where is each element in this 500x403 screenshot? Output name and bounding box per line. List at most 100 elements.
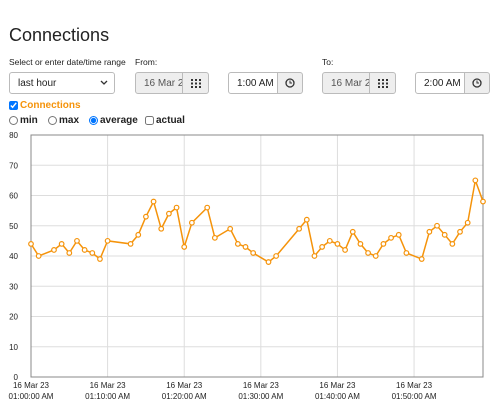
data-point — [403, 250, 410, 256]
from-time: 1:00 AM — [237, 77, 274, 89]
data-point — [234, 240, 241, 247]
to-time-input[interactable]: 2:00 AM — [415, 72, 465, 94]
data-point — [81, 247, 88, 253]
data-point — [480, 198, 486, 205]
plot-border — [30, 134, 484, 378]
x-tick-label: 16 Mar 23 — [90, 381, 127, 390]
x-tick-label: 16 Mar 23 — [396, 381, 433, 390]
y-tick-label: 10 — [9, 343, 18, 352]
radio[interactable] — [9, 116, 18, 125]
data-point — [28, 240, 34, 247]
from-date-input[interactable]: 16 Mar 23 — [135, 72, 183, 94]
x-tick-label: 01:00:00 AM — [9, 392, 54, 401]
y-tick-label: 80 — [9, 131, 18, 140]
x-tick-label: 01:20:00 AM — [162, 392, 207, 401]
range-value: last hour — [18, 77, 57, 89]
data-point — [51, 247, 57, 253]
data-point — [143, 213, 149, 220]
calendar-icon — [190, 78, 201, 88]
data-point — [273, 253, 280, 259]
data-point — [395, 231, 402, 238]
data-point — [188, 219, 195, 226]
data-point — [165, 210, 172, 217]
x-tick-label: 01:40:00 AM — [315, 392, 360, 401]
data-point — [35, 253, 42, 259]
data-line — [30, 177, 484, 263]
data-point — [74, 237, 80, 244]
radio[interactable] — [89, 116, 98, 125]
data-point — [173, 204, 180, 211]
data-point — [449, 240, 456, 247]
data-point — [326, 237, 333, 244]
y-tick-label: 70 — [9, 161, 18, 170]
x-tick-label: 16 Mar 23 — [166, 381, 203, 390]
data-point — [158, 225, 165, 232]
data-point — [349, 228, 356, 235]
x-tick-label: 01:50:00 AM — [392, 392, 437, 401]
calendar-button[interactable] — [182, 72, 209, 94]
data-point — [242, 244, 249, 250]
checkbox[interactable] — [145, 116, 154, 125]
data-point — [250, 250, 257, 256]
range-label: Select or enter date/time range — [9, 57, 126, 67]
data-point — [464, 219, 471, 226]
x-tick-label: 01:10:00 AM — [85, 392, 130, 401]
data-point — [441, 231, 448, 238]
series-name: Connections — [20, 100, 81, 111]
data-point — [342, 247, 349, 253]
data-point — [227, 225, 234, 232]
option-label: max — [59, 115, 80, 126]
data-point — [104, 237, 111, 244]
data-point — [472, 177, 479, 184]
y-tick-label: 60 — [9, 192, 18, 201]
y-tick-label: 20 — [9, 313, 18, 322]
y-tick-label: 40 — [9, 252, 18, 261]
data-point — [319, 244, 326, 250]
chart: 0 10 20 30 40 50 60 70 80 16 Mar 23 01:00:00 AM 16 … — [9, 131, 486, 401]
data-point — [457, 228, 463, 235]
data-point — [418, 256, 425, 262]
calendar-icon — [377, 78, 388, 88]
data-point — [127, 240, 134, 247]
data-point — [388, 234, 394, 241]
data-point — [66, 250, 73, 256]
data-point — [204, 204, 211, 211]
series-checkbox[interactable] — [9, 101, 18, 110]
option[interactable]: min — [9, 115, 38, 126]
y-tick-label: 50 — [9, 222, 18, 231]
clock-icon — [285, 78, 295, 88]
series-toggle[interactable]: Connections — [9, 100, 81, 111]
page-title: Connections — [9, 25, 110, 45]
data-point — [211, 234, 218, 241]
data-point — [426, 228, 433, 235]
data-point — [334, 240, 341, 247]
option[interactable]: average — [89, 115, 138, 126]
y-tick-label: 30 — [9, 282, 18, 291]
data-point — [150, 198, 157, 205]
dropdown-arrow — [100, 80, 108, 85]
data-point — [380, 240, 387, 247]
data-point — [372, 253, 379, 259]
clock-button[interactable] — [464, 72, 490, 94]
from-date: 16 Mar 23 — [144, 77, 183, 89]
from-time-input[interactable]: 1:00 AM — [228, 72, 278, 94]
range-select[interactable]: last hour — [9, 72, 115, 94]
radio[interactable] — [48, 116, 57, 125]
data-point — [434, 222, 440, 229]
option[interactable]: max — [48, 115, 79, 126]
data-point — [265, 259, 272, 265]
data-point — [89, 250, 96, 256]
from-label: From: — [135, 57, 158, 67]
data-point — [135, 231, 142, 238]
data-point — [97, 256, 103, 262]
option-label: min — [20, 115, 38, 126]
data-point — [311, 253, 318, 259]
clock-button[interactable] — [277, 72, 303, 94]
x-tick-label: 01:30:00 AM — [238, 392, 283, 401]
calendar-button[interactable] — [369, 72, 396, 94]
x-tick-label: 16 Mar 23 — [319, 381, 356, 390]
to-date-input[interactable]: 16 Mar 23 — [322, 72, 370, 94]
option[interactable]: actual — [145, 115, 185, 126]
data-point — [58, 240, 65, 247]
